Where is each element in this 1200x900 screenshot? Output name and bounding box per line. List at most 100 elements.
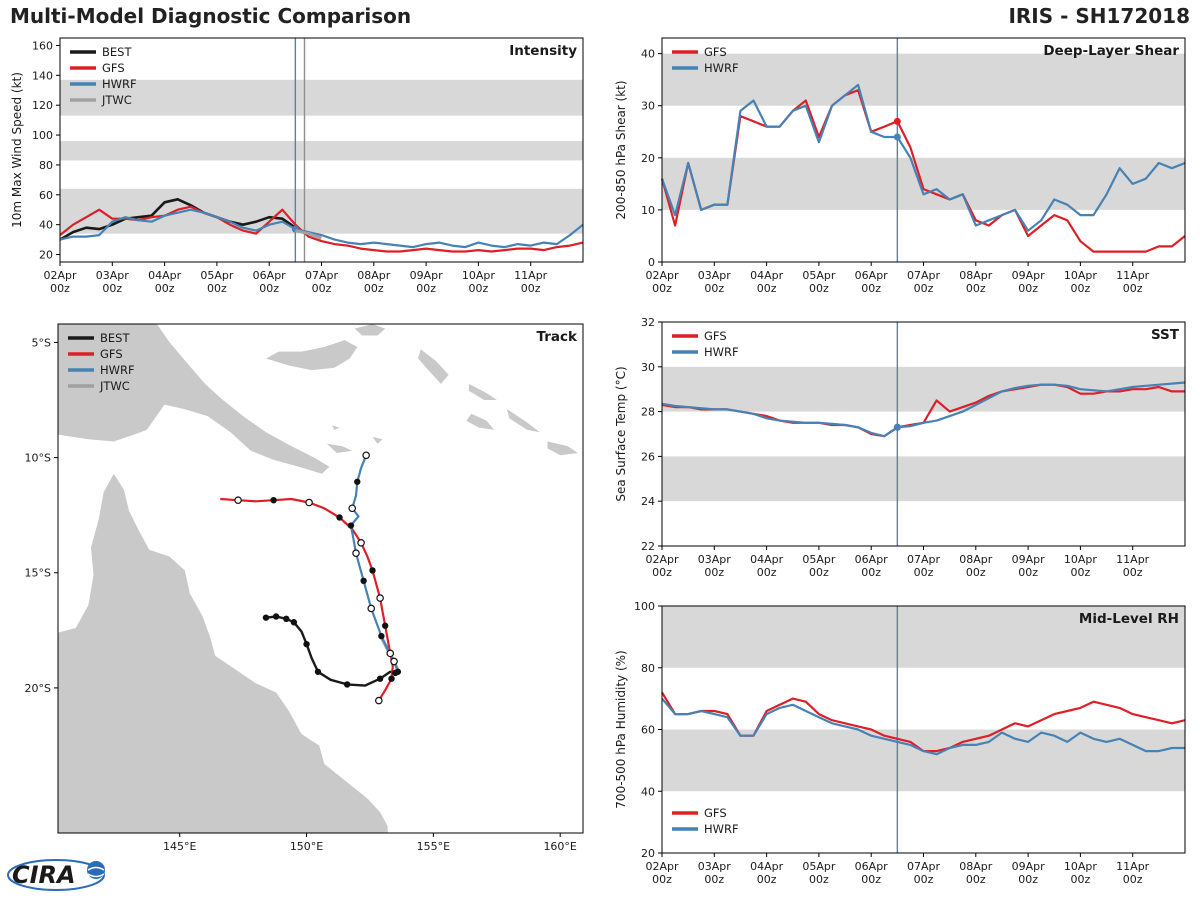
- best-position-dot: [283, 615, 290, 623]
- shaded-band: [662, 157, 1185, 210]
- hwrf-position-circle: [362, 451, 370, 460]
- axes-frame: [661, 605, 1186, 854]
- legend-label-best: BEST: [102, 45, 132, 59]
- x-tick-hour: 00z: [102, 282, 122, 295]
- hwrf-position-circle: [348, 504, 357, 513]
- best-position-dot: [343, 681, 351, 688]
- x-tick-hour: 00z: [1018, 873, 1038, 886]
- x-tick-day: 03Apr: [698, 269, 732, 282]
- x-tick-hour: 00z: [914, 282, 934, 295]
- x-tick-day: 04Apr: [750, 553, 784, 566]
- land-polygon: [418, 349, 449, 384]
- lon-tick-label: 160°E: [543, 840, 576, 853]
- y-tick-label: 32: [641, 316, 655, 329]
- axes-frame: [661, 321, 1186, 547]
- land-polygon: [58, 324, 330, 474]
- x-tick-day: 07Apr: [907, 269, 941, 282]
- legend-label-gfs: GFS: [704, 329, 727, 343]
- gfs-position-dot: [369, 567, 376, 574]
- map-area: [58, 324, 578, 833]
- panel-bg: [612, 314, 1195, 586]
- figure-title: Multi-Model Diagnostic Comparison: [10, 4, 412, 28]
- y-tick-label: 100: [32, 129, 53, 142]
- shaded-band: [60, 141, 583, 161]
- hwrf-line: [59, 208, 584, 249]
- axes-frame: [661, 37, 1186, 263]
- y-tick-label: 20: [641, 152, 655, 165]
- gfs-position-circle: [305, 498, 313, 507]
- y-tick-label: 40: [641, 48, 655, 61]
- y-tick-label: 160: [32, 39, 53, 52]
- lat-tick-label: 5°S: [32, 336, 51, 349]
- x-tick-day: 03Apr: [698, 553, 732, 566]
- y-tick-label: 40: [641, 785, 655, 798]
- gfs-position-dot: [336, 514, 343, 521]
- axes-frame: [57, 323, 584, 834]
- x-tick-hour: 00z: [914, 566, 934, 579]
- gfs-position-dot: [381, 622, 389, 629]
- x-tick-hour: 00z: [652, 566, 672, 579]
- land-polygon: [468, 383, 497, 400]
- x-tick-hour: 00z: [416, 282, 436, 295]
- x-tick-day: 11Apr: [1116, 269, 1150, 282]
- lon-tick-label: 145°E: [163, 840, 196, 853]
- x-tick-hour: 00z: [704, 873, 724, 886]
- y-tick-label: 30: [641, 361, 655, 374]
- x-tick-hour: 00z: [1123, 282, 1143, 295]
- shaded-band: [662, 53, 1185, 106]
- x-tick-day: 10Apr: [1064, 269, 1098, 282]
- hwrf-position-dot: [347, 522, 355, 529]
- x-tick-day: 08Apr: [959, 860, 993, 873]
- storm-id: IRIS - SH172018: [1008, 4, 1190, 28]
- legend-label-gfs: GFS: [100, 347, 123, 361]
- logo-orbit: [7, 859, 105, 891]
- x-tick-hour: 00z: [50, 282, 70, 295]
- rh-panel: 2040608010002Apr00z03Apr00z04Apr00z05Apr…: [612, 598, 1195, 893]
- x-tick-hour: 00z: [1071, 282, 1091, 295]
- y-tick-label: 24: [641, 495, 655, 508]
- x-tick-day: 02Apr: [43, 269, 77, 282]
- hwrf-position-circle: [352, 549, 360, 557]
- x-tick-hour: 00z: [914, 873, 934, 886]
- hwrf-position-dot: [394, 668, 402, 675]
- panel-title: Track: [537, 329, 578, 345]
- x-tick-day: 09Apr: [1012, 269, 1046, 282]
- legend-label-hwrf: HWRF: [704, 61, 739, 75]
- lat-tick-label: 10°S: [25, 452, 51, 465]
- x-tick-hour: 00z: [861, 282, 881, 295]
- y-tick-label: 100: [634, 600, 655, 613]
- x-tick-day: 08Apr: [357, 269, 391, 282]
- y-tick-label: 22: [641, 540, 655, 553]
- x-tick-day: 06Apr: [855, 860, 889, 873]
- jtwc-line: [295, 229, 322, 240]
- lon-tick-label: 155°E: [417, 840, 450, 853]
- y-tick-label: 80: [641, 662, 655, 675]
- x-tick-hour: 00z: [652, 873, 672, 886]
- x-tick-hour: 00z: [809, 566, 829, 579]
- y-tick-label: 40: [39, 219, 53, 232]
- shaded-band: [60, 79, 583, 116]
- x-tick-day: 03Apr: [96, 269, 130, 282]
- land-polygon: [466, 413, 495, 430]
- x-tick-day: 08Apr: [959, 553, 993, 566]
- y-tick-label: 26: [641, 450, 655, 463]
- legend-label-hwrf: HWRF: [100, 363, 135, 377]
- x-tick-hour: 00z: [259, 282, 279, 295]
- hwrf-position-dot: [378, 632, 385, 640]
- x-tick-day: 05Apr: [802, 553, 836, 566]
- x-tick-hour: 00z: [1018, 566, 1038, 579]
- x-tick-day: 08Apr: [959, 269, 993, 282]
- x-tick-hour: 00z: [155, 282, 175, 295]
- best-position-dot: [303, 640, 310, 648]
- best-position-dot: [376, 675, 384, 682]
- x-tick-day: 04Apr: [750, 860, 784, 873]
- x-tick-hour: 00z: [757, 566, 777, 579]
- logo-globe-waves: [87, 866, 105, 878]
- x-tick-hour: 00z: [1071, 873, 1091, 886]
- y-axis-label: 10m Max Wind Speed (kt): [10, 72, 24, 228]
- x-tick-day: 11Apr: [1116, 860, 1150, 873]
- x-tick-day: 10Apr: [1064, 553, 1098, 566]
- land-polygon: [326, 443, 353, 453]
- hwrf-position-circle: [390, 657, 398, 666]
